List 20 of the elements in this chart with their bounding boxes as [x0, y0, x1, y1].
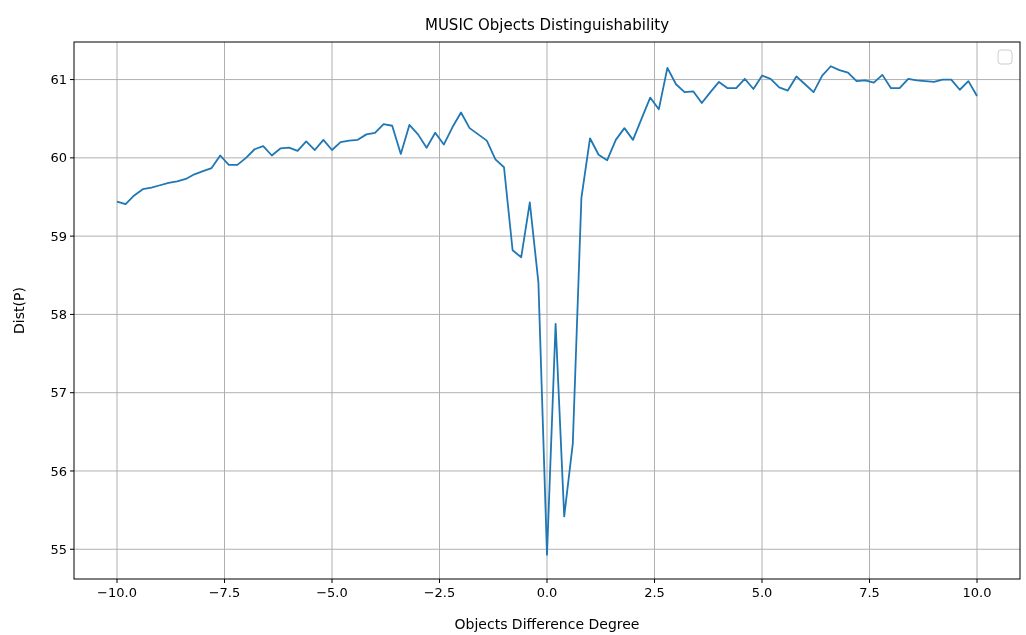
x-tick-label: 0.0	[536, 585, 558, 600]
y-tick-label: 58	[50, 306, 67, 322]
x-tick-label: −10.0	[97, 585, 137, 600]
x-tick-label: 7.5	[859, 585, 880, 600]
y-tick-label: 59	[50, 228, 67, 244]
y-tick-label: 56	[50, 463, 67, 479]
y-tick-label: 55	[50, 541, 67, 557]
x-tick-label: −5.0	[316, 585, 348, 600]
y-tick-label: 60	[50, 150, 67, 166]
x-tick-label: −2.5	[423, 585, 456, 600]
y-axis-title: Dist(P)	[11, 287, 27, 334]
y-tick-label: 61	[50, 72, 67, 88]
y-tick-label: 57	[50, 385, 67, 401]
x-tick-label: 5.0	[751, 585, 773, 600]
chart-title: MUSIC Objects Distinguishability	[424, 16, 670, 34]
x-tick-label: −7.5	[208, 585, 241, 600]
x-axis-title: Objects Difference Degree	[454, 616, 640, 632]
x-tick-label: 10.0	[962, 585, 992, 600]
x-tick-label: 2.5	[644, 585, 665, 600]
line-series	[116, 65, 978, 556]
